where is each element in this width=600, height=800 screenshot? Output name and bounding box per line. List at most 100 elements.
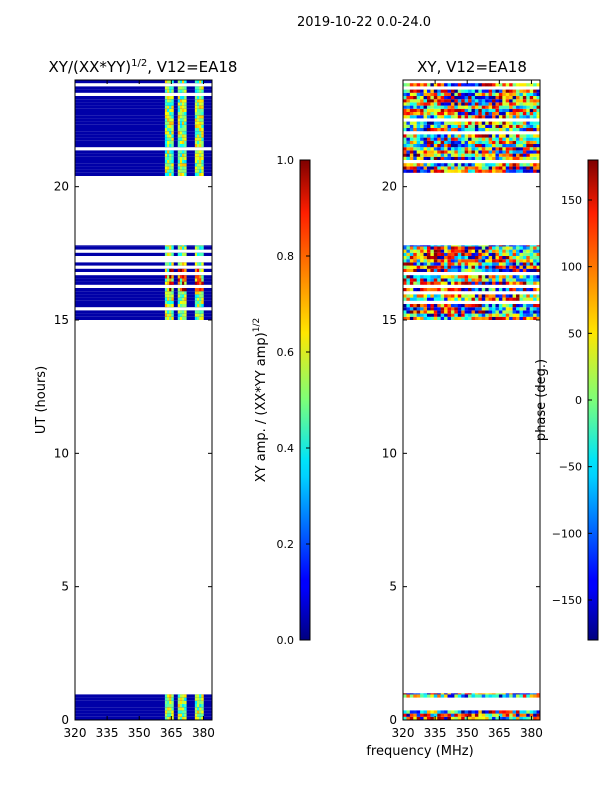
heatmap-cell <box>512 150 517 154</box>
heatmap-cell <box>169 294 172 298</box>
heatmap-cell <box>447 150 452 154</box>
heatmap-cell <box>495 256 500 260</box>
heatmap-cell <box>179 252 183 256</box>
heatmap-cell <box>488 147 493 151</box>
heatmap-cell <box>447 262 452 266</box>
heatmap-cell <box>526 268 531 272</box>
heatmap-cell <box>522 150 527 154</box>
heatmap-cell <box>177 297 181 301</box>
heatmap-cell <box>474 89 479 93</box>
heatmap-cell <box>423 169 428 173</box>
heatmap-cell <box>201 163 204 167</box>
heatmap-cell <box>197 128 200 132</box>
heatmap-cell <box>498 304 503 308</box>
heatmap-cell <box>184 713 187 717</box>
heatmap-cell <box>426 153 431 157</box>
heatmap-cell <box>413 275 417 279</box>
heatmap-cell <box>468 278 472 282</box>
heatmap-cell <box>485 140 489 144</box>
heatmap-cell <box>481 245 486 247</box>
heatmap-cell <box>194 160 198 164</box>
heatmap-cell <box>403 259 407 263</box>
heatmap-cell <box>485 115 489 119</box>
heatmap-cell <box>454 278 459 282</box>
heatmap-cell <box>440 310 445 314</box>
heatmap-cell <box>199 291 202 295</box>
heatmap-cell <box>474 124 479 128</box>
heatmap-cell <box>437 252 441 256</box>
heatmap-cell <box>457 124 462 128</box>
heatmap-cell <box>492 278 496 282</box>
heatmap-cell <box>509 281 513 285</box>
heatmap-cell <box>423 259 428 263</box>
heatmap-cell <box>197 153 200 157</box>
heatmap-cell <box>403 150 407 154</box>
heatmap-cell <box>450 137 455 141</box>
heatmap-cell <box>454 710 459 714</box>
heatmap-cell <box>485 281 489 285</box>
heatmap-cell <box>179 140 183 144</box>
heatmap-cell <box>164 245 168 247</box>
heatmap-cell <box>536 297 540 301</box>
heatmap-cell <box>199 144 202 148</box>
heatmap-cell <box>485 169 489 173</box>
heatmap-cell <box>478 105 483 109</box>
heatmap-cell <box>461 268 465 272</box>
heatmap-cell <box>179 291 183 295</box>
heatmap-cell <box>171 278 174 282</box>
heatmap-cell <box>454 169 459 173</box>
heatmap-cell <box>167 144 170 148</box>
heatmap-cell <box>468 134 472 138</box>
heatmap-cell <box>164 246 168 250</box>
heatmap-cell <box>179 163 183 167</box>
heatmap-cell <box>164 96 168 100</box>
heatmap-cell <box>498 166 503 170</box>
heatmap-cell <box>471 115 476 119</box>
heatmap-cell <box>179 128 183 132</box>
heatmap-cell <box>182 291 185 295</box>
heatmap-cell <box>488 153 493 157</box>
heatmap-cell <box>516 710 520 714</box>
heatmap-cell <box>495 147 500 151</box>
heatmap-cell <box>468 716 472 720</box>
heatmap-cell <box>498 294 503 298</box>
heatmap-cell <box>403 310 407 314</box>
heatmap-cell <box>430 693 435 695</box>
heatmap-cell <box>454 105 459 109</box>
colorbar-tick-label: −150 <box>552 594 582 607</box>
heatmap-cell <box>426 710 431 714</box>
heatmap-cell <box>413 115 417 119</box>
heatmap-cell <box>498 99 503 103</box>
heatmap-cell <box>164 294 168 298</box>
heatmap-row <box>75 150 212 154</box>
heatmap-cell <box>426 288 431 292</box>
heatmap-cell <box>409 96 414 100</box>
heatmap-cell <box>512 102 517 106</box>
heatmap-cell <box>423 156 428 160</box>
heatmap-cell <box>512 163 517 167</box>
heatmap-cell <box>478 153 483 157</box>
heatmap-cell <box>474 288 479 292</box>
heatmap-cell <box>450 128 455 132</box>
heatmap-cell <box>184 313 187 317</box>
heatmap-cell <box>413 249 417 253</box>
heatmap-cell <box>502 112 507 116</box>
heatmap-row <box>75 80 212 84</box>
heatmap-cell <box>516 147 520 151</box>
heatmap-cell <box>533 262 537 266</box>
heatmap-cell <box>194 294 198 298</box>
heatmap-cell <box>403 166 407 170</box>
heatmap-cell <box>406 128 411 132</box>
heatmap-cell <box>171 102 174 106</box>
heatmap-cell <box>430 156 435 160</box>
heatmap-cell <box>177 313 181 317</box>
heatmap-row <box>75 102 212 106</box>
heatmap-cell <box>536 265 540 269</box>
heatmap-cell <box>440 137 445 141</box>
heatmap-cell <box>454 307 459 311</box>
heatmap-cell <box>519 124 524 128</box>
heatmap-cell <box>403 288 407 292</box>
heatmap-cell <box>197 278 200 282</box>
heatmap-cell <box>468 304 472 308</box>
heatmap-cell <box>488 144 493 148</box>
